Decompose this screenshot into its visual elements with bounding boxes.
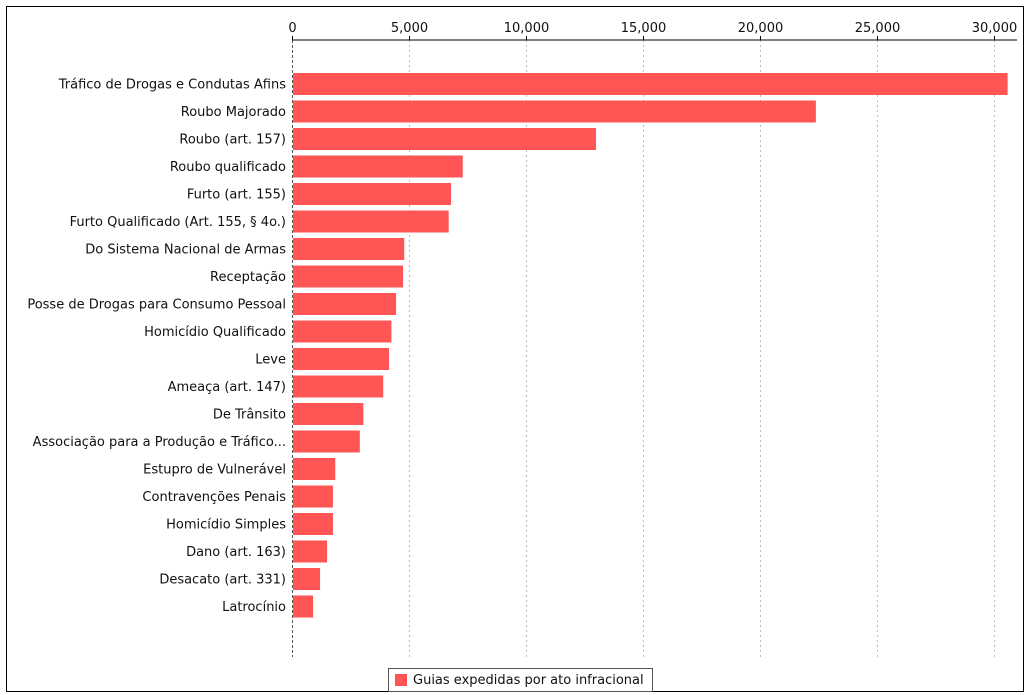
bar <box>293 73 1008 95</box>
category-label: De Trânsito <box>213 408 286 423</box>
bar <box>293 155 463 178</box>
category-label: Posse de Drogas para Consumo Pessoal <box>27 298 286 313</box>
bar <box>293 403 364 425</box>
bar <box>293 238 405 260</box>
bars <box>293 73 1008 618</box>
bar <box>293 375 384 398</box>
bar <box>293 348 390 370</box>
category-label: Contravenções Penais <box>142 490 286 505</box>
category-label: Tráfico de Drogas e Condutas Afins <box>58 78 286 93</box>
bar <box>293 100 816 123</box>
category-label: Ameaça (art. 147) <box>168 380 286 395</box>
category-label: Roubo (art. 157) <box>179 133 286 148</box>
chart-frame: 0 5,000 10,000 15,000 20,000 25,000 30,000 Trá… <box>6 6 1024 692</box>
x-tick-label: 15,000 <box>621 21 667 36</box>
bar <box>293 458 336 480</box>
bar <box>293 293 397 315</box>
category-labels: Tráfico de Drogas e Condutas Afins Roubo … <box>27 78 286 616</box>
legend-label: Guias expedidas por ato infracional <box>413 672 644 688</box>
category-label: Roubo qualificado <box>170 160 286 175</box>
x-tick-label: 25,000 <box>855 21 901 36</box>
x-axis: 0 5,000 10,000 15,000 20,000 25,000 30,000 <box>288 21 1018 41</box>
x-tick-label: 30,000 <box>972 21 1018 36</box>
x-tick-label: 10,000 <box>504 21 550 36</box>
bar <box>293 595 314 618</box>
legend-swatch <box>395 674 407 686</box>
bar <box>293 128 597 150</box>
bar <box>293 320 392 343</box>
category-label: Furto Qualificado (Art. 155, § 4o.) <box>70 215 286 230</box>
category-label: Estupro de Vulnerável <box>143 463 286 478</box>
bar <box>293 568 321 590</box>
category-label: Leve <box>255 353 286 368</box>
category-label: Associação para a Produção e Tráfico... <box>33 435 286 450</box>
bar <box>293 265 404 288</box>
category-label: Do Sistema Nacional de Armas <box>85 243 286 258</box>
category-label: Furto (art. 155) <box>187 188 286 203</box>
category-label: Roubo Majorado <box>181 105 286 120</box>
x-tick-label: 20,000 <box>738 21 784 36</box>
category-label: Receptação <box>210 270 286 285</box>
chart-plot: 0 5,000 10,000 15,000 20,000 25,000 30,000 Trá… <box>27 21 1018 657</box>
category-label: Desacato (art. 331) <box>159 573 286 588</box>
bar <box>293 540 328 563</box>
bar <box>293 210 449 233</box>
x-tick-label: 0 <box>288 21 296 36</box>
category-label: Homicídio Simples <box>166 518 286 533</box>
bar <box>293 485 333 508</box>
category-label: Homicídio Qualificado <box>144 325 286 340</box>
x-tick-label: 5,000 <box>391 21 428 36</box>
legend: Guias expedidas por ato infracional <box>388 668 653 692</box>
bar <box>293 430 360 453</box>
bar <box>293 513 333 535</box>
bar <box>293 183 452 205</box>
category-label: Dano (art. 163) <box>186 545 286 560</box>
gridlines <box>292 40 995 657</box>
category-label: Latrocínio <box>222 600 286 615</box>
